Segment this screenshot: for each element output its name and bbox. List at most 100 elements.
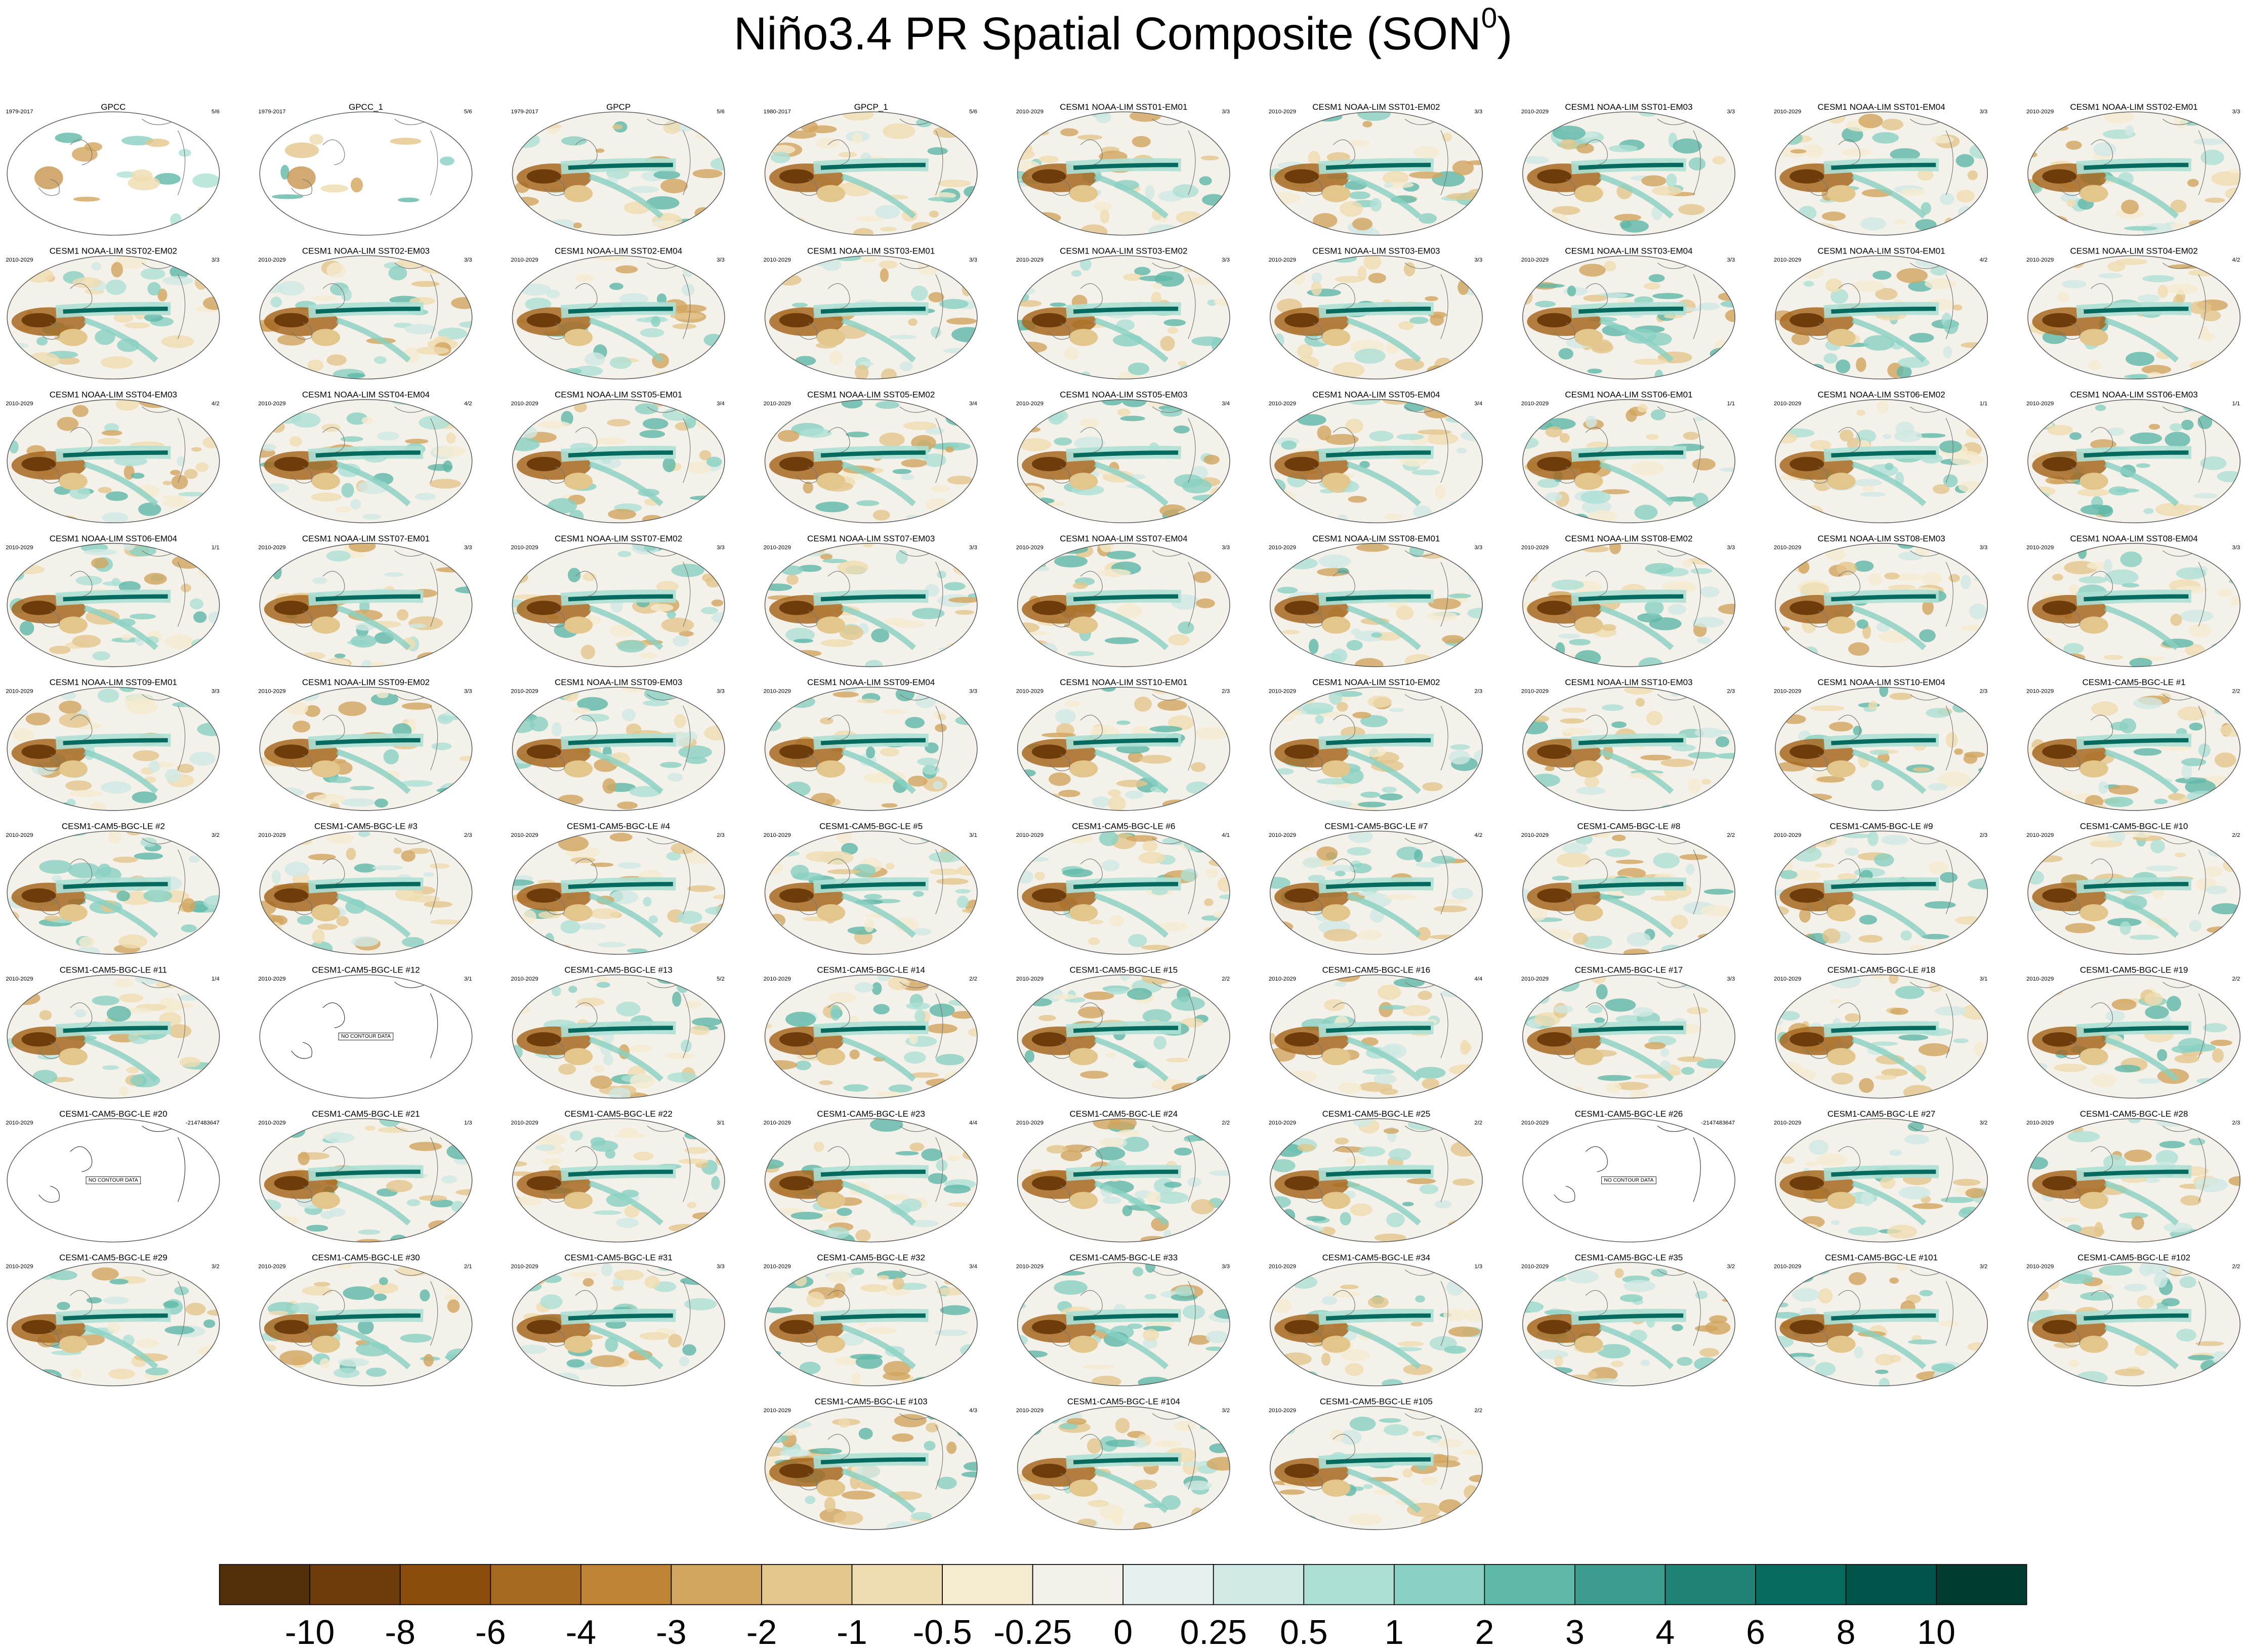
map-band: [1599, 1036, 1674, 1082]
map-blob: [853, 864, 876, 878]
map-blob: [2079, 1048, 2108, 1066]
map-blob: [663, 121, 681, 134]
map-blob: [1554, 1005, 1573, 1013]
map-blob: [681, 1039, 692, 1052]
map-blob: [564, 1335, 593, 1353]
panel-period: 2010-2029: [1774, 109, 1801, 115]
panel-period: 2010-2029: [1521, 1120, 1549, 1126]
panel-period: 2010-2029: [1521, 257, 1549, 263]
coastline: [38, 1269, 186, 1347]
map-blob: [1829, 975, 1861, 989]
map-blob: [1397, 1341, 1425, 1347]
panel-title: GPCP: [606, 102, 631, 112]
map-blob: [616, 1217, 639, 1228]
map-blob: [1088, 1500, 1109, 1507]
map-blob: [853, 228, 874, 235]
map-blob: [2091, 701, 2118, 716]
map-blob: [1953, 1038, 1969, 1043]
map-blob: [456, 1282, 467, 1297]
map-blob: [1335, 1146, 1365, 1153]
panel-title: CESM1 NOAA-LIM SST06-EM04: [50, 534, 177, 543]
map-blob: [2042, 169, 2077, 184]
map-blob: [402, 937, 425, 948]
map-blob: [1916, 433, 1946, 438]
map-blob: [1036, 793, 1061, 798]
map-blob: [1371, 632, 1382, 638]
map-blob: [2069, 1359, 2079, 1368]
map-blob: [2197, 415, 2213, 430]
map-blob: [1535, 698, 1546, 705]
map-blob: [1893, 573, 1925, 581]
map-blob: [1938, 771, 1971, 787]
map-blob: [2069, 432, 2082, 440]
map-blob: [695, 215, 725, 223]
map-blob: [1588, 1371, 1598, 1379]
map-blob: [1719, 417, 1735, 426]
map-blob: [1919, 1290, 1933, 1296]
map-blob: [1574, 1048, 1603, 1066]
map-blob: [1398, 321, 1414, 330]
panel-count: 3/4: [717, 401, 725, 407]
map-blob: [1062, 868, 1093, 877]
map-blob: [1154, 1440, 1182, 1448]
map-band: [84, 317, 158, 363]
colorbar-label: 0.5: [1280, 1613, 1328, 1651]
map-blob: [1545, 426, 1563, 438]
map-blob: [593, 977, 610, 982]
map-blob: [1346, 640, 1363, 651]
map-blob: [564, 473, 593, 490]
map-blob: [945, 402, 963, 409]
map-blob: [260, 1210, 271, 1220]
panel-period: 2010-2029: [6, 257, 33, 263]
map-blob: [388, 266, 407, 281]
map-band: [589, 749, 663, 794]
panel-count: 3/3: [464, 544, 472, 550]
map-band: [1325, 450, 1431, 458]
map-blob: [571, 707, 591, 714]
map-band: [2084, 1313, 2189, 1321]
map-blob: [1144, 1294, 1157, 1300]
map-field: [2027, 543, 2240, 667]
map-blob: [1323, 999, 1345, 1011]
map-blob: [841, 842, 858, 855]
map-outline: [512, 399, 725, 524]
map-outline: [1775, 974, 1988, 1099]
map-blob: [1151, 888, 1168, 895]
map-field: [512, 1118, 725, 1242]
map-blob: [690, 923, 723, 934]
map-blob: [1023, 519, 1048, 523]
panel-period: 2010-2029: [2026, 544, 2054, 550]
map-blob: [1171, 1082, 1203, 1093]
map-blob: [522, 910, 536, 924]
map-blob: [1284, 1320, 1319, 1334]
map-blob: [882, 1194, 910, 1201]
map-blob: [424, 659, 435, 667]
map-blob: [1384, 182, 1393, 188]
map-blob: [1117, 408, 1131, 416]
map-blob: [274, 744, 309, 759]
map-band: [568, 1313, 673, 1321]
map-blob: [419, 1195, 447, 1201]
map-blob: [309, 134, 323, 145]
map-blob: [1789, 313, 1824, 328]
map-blob: [2061, 280, 2087, 288]
coastline: [1806, 263, 1953, 340]
map-blob: [1214, 1351, 1224, 1366]
map-band: [820, 594, 926, 602]
map-blob: [275, 118, 310, 125]
map-blob: [1330, 1429, 1344, 1442]
map-band: [1831, 162, 1936, 170]
map-blob: [838, 1418, 850, 1428]
map-blob: [1340, 1284, 1359, 1290]
map-blob: [72, 277, 102, 288]
map-blob: [1875, 1369, 1889, 1374]
map-blob: [2175, 852, 2186, 858]
map-blob: [72, 405, 89, 417]
map-blob: [933, 687, 959, 698]
panel-title: CESM1-CAM5-BGC-LE #10: [2080, 821, 2188, 831]
map-blob: [1031, 219, 1058, 232]
